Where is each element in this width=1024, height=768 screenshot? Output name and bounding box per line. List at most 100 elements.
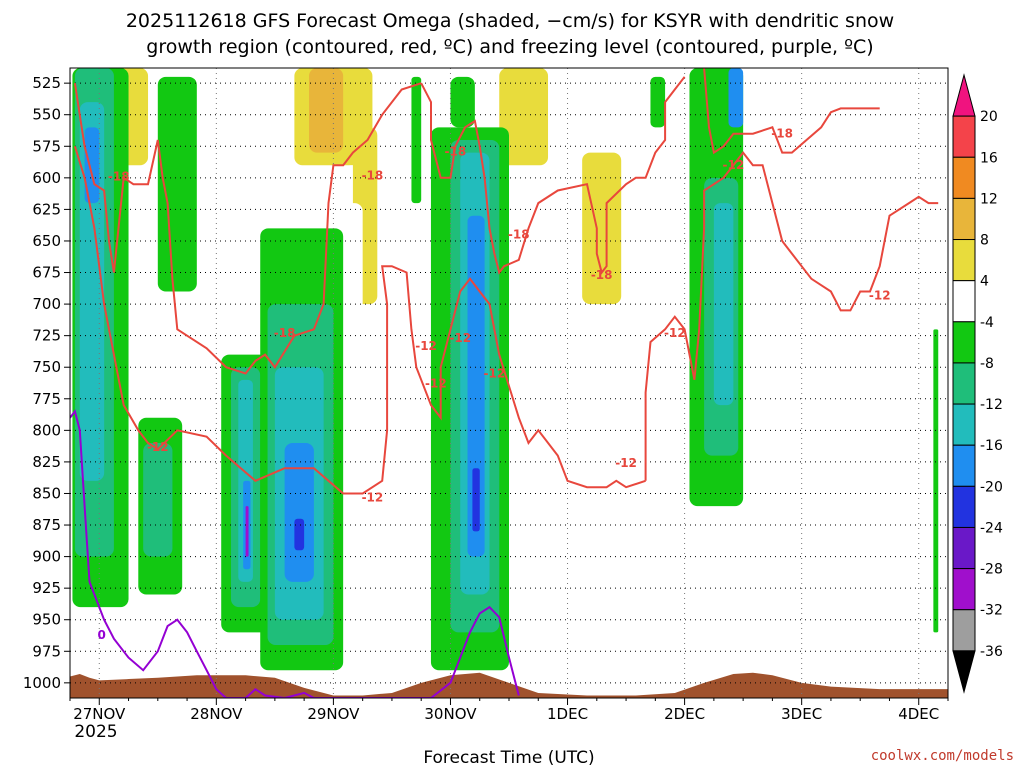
colorbar-box-14 (952, 650, 976, 694)
dgz-contour-1 (420, 76, 686, 275)
colorbar-box-6 (952, 321, 976, 364)
omega-region-18 (352, 442, 383, 507)
x-axis-year: 2025 (74, 722, 117, 742)
y-tick-label-2: 575 (32, 137, 61, 155)
omega-region-14 (582, 152, 622, 305)
contour-label-17: 0 (98, 628, 106, 642)
omega-region-36 (411, 76, 422, 204)
colorbar-box-5 (952, 280, 976, 323)
y-tick-label-15: 900 (32, 548, 61, 566)
omega-region-17 (904, 102, 929, 279)
y-tick-label-1: 550 (32, 106, 61, 124)
y-tick-label-12: 825 (32, 453, 61, 471)
y-tick-label-17: 950 (32, 611, 61, 629)
colorbar-box-12 (952, 568, 976, 611)
colorbar-label-9: -20 (980, 479, 1003, 495)
x-axis: 27NOV 28NOV 29NOV 30NOV 1DEC 2DEC 3DEC 4DEC (69, 698, 949, 723)
contour-label-4: -18 (591, 268, 613, 282)
colorbar-box-10 (952, 485, 976, 528)
colorbar: 20 16 12 8 4 -4 -8 -12 -16 -20 -24 -28 -32 -36 (952, 73, 1003, 694)
contour-label-15: -12 (362, 490, 384, 504)
omega-region-34 (284, 442, 314, 582)
x-tick-label-3: 30NOV (424, 705, 477, 723)
omega-region-47 (728, 68, 744, 128)
y-tick-label-8: 725 (32, 327, 61, 345)
y-tick-label-16: 925 (32, 579, 61, 597)
colorbar-label-12: -32 (980, 603, 1003, 619)
dgz-contour-3 (73, 146, 646, 495)
colorbar-label-0: 20 (980, 109, 998, 125)
colorbar-label-3: 8 (980, 233, 989, 249)
x-axis-label: Forecast Time (UTC) (423, 748, 594, 768)
y-tick-label-9: 750 (32, 358, 61, 376)
omega-region-12 (499, 68, 549, 166)
dgz-contour-0 (73, 82, 422, 375)
colorbar-label-2: 12 (980, 191, 998, 207)
colorbar-label-7: -12 (980, 397, 1003, 413)
colorbar-box-0 (952, 73, 976, 117)
y-tick-label-0: 525 (32, 74, 61, 92)
omega-region-10 (391, 228, 422, 431)
colorbar-box-1 (952, 115, 976, 158)
y-tick-label-14: 875 (32, 516, 61, 534)
chart-title-line-1: 2025112618 GFS Forecast Omega (shaded, −… (126, 10, 894, 32)
contour-label-12: -12 (449, 331, 471, 345)
contour-label-3: -18 (508, 228, 530, 242)
colorbar-box-8 (952, 403, 976, 446)
omega-region-6 (309, 68, 344, 153)
omega-region-37 (450, 76, 475, 128)
colorbar-label-10: -24 (980, 520, 1003, 536)
contour-label-9: -18 (274, 326, 296, 340)
omega-region-3 (191, 127, 227, 229)
dgz-contour-4 (644, 150, 939, 481)
omega-region-24 (143, 442, 173, 557)
y-tick-label-10: 775 (32, 390, 61, 408)
y-tick-label-5: 650 (32, 232, 61, 250)
y-tick-label-13: 850 (32, 484, 61, 502)
x-tick-label-2: 29NOV (307, 705, 360, 723)
contour-layer: -18 -18-18-18-18-18-12-12-12-18-12-12-12-… (70, 68, 939, 698)
chart-title-line-2: growth region (contoured, red, ºC) and f… (146, 36, 873, 58)
colorbar-label-4: 4 (980, 274, 989, 290)
colorbar-label-8: -16 (980, 438, 1003, 454)
contour-label-11: -12 (425, 377, 447, 391)
colorbar-box-9 (952, 444, 976, 487)
contour-label-2: -18 (445, 144, 467, 158)
omega-region-42 (472, 468, 480, 532)
colorbar-box-7 (952, 362, 976, 405)
credit-text: coolwx.com/models (871, 748, 1014, 764)
y-axis: 525 550 575 600 625 650 675 700 725 750 775 800 825 8… (23, 74, 70, 692)
contour-label-10: -12 (415, 339, 437, 353)
colorbar-box-11 (952, 526, 976, 570)
omega-region-35 (294, 518, 305, 551)
colorbar-label-11: -28 (980, 562, 1003, 578)
y-tick-label-7: 700 (32, 295, 61, 313)
omega-region-25 (157, 76, 197, 292)
colorbar-box-4 (952, 239, 976, 282)
colorbar-box-2 (952, 156, 976, 199)
omega-region-46 (713, 203, 734, 406)
contour-label-13: -12 (484, 367, 506, 381)
omega-region-41 (467, 215, 485, 557)
y-tick-label-18: 975 (32, 642, 61, 660)
contour-label-1: -18 (362, 168, 384, 182)
colorbar-label-6: -8 (980, 356, 994, 372)
terrain-area (70, 672, 948, 698)
omega-region-30 (245, 506, 249, 557)
colorbar-label-13: -36 (980, 644, 1003, 660)
contour-label-5: -18 (771, 127, 793, 141)
x-tick-label-5: 2DEC (664, 705, 705, 723)
contour-label-16: -12 (615, 456, 637, 470)
y-tick-label-19: 1000 (23, 674, 61, 692)
omega-region-48 (933, 329, 939, 633)
contour-label-8: -12 (664, 326, 686, 340)
y-tick-label-6: 675 (32, 264, 61, 282)
grid-lines (70, 68, 948, 698)
colorbar-label-1: 16 (980, 150, 998, 166)
contour-label-14: -12 (147, 440, 169, 454)
contour-label-0: -18 (108, 170, 130, 184)
freezing-level-contour (70, 409, 520, 698)
y-tick-label-11: 800 (32, 421, 61, 439)
omega-region-16 (865, 68, 895, 229)
